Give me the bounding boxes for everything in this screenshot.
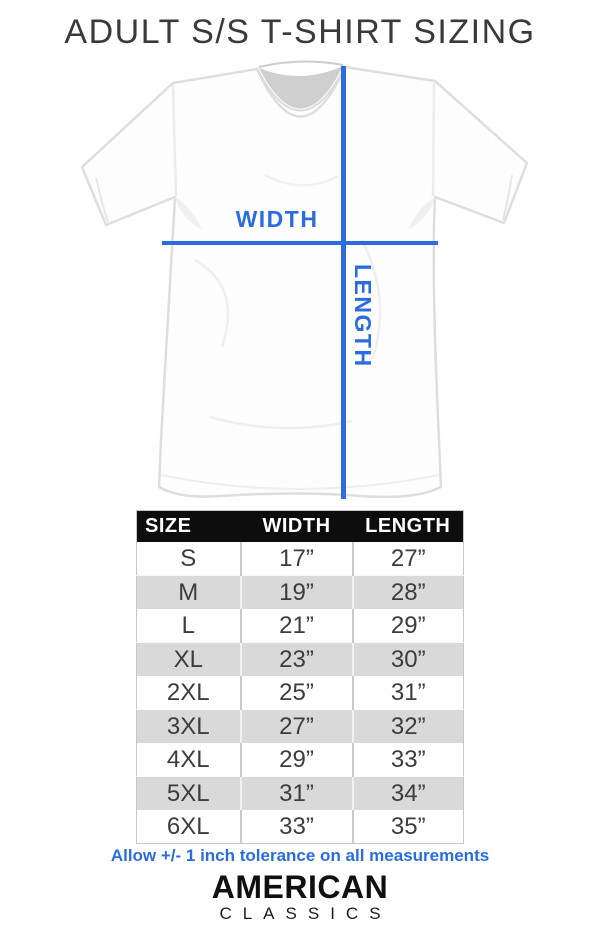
length-cell: 29” bbox=[351, 609, 464, 643]
length-measure-line bbox=[341, 66, 346, 499]
length-cell: 34” bbox=[351, 776, 464, 810]
table-row: 2XL 25” 31” bbox=[136, 676, 464, 710]
size-table-header: SIZE WIDTH LENGTH bbox=[136, 510, 464, 542]
width-cell: 27” bbox=[239, 709, 353, 743]
size-cell: 6XL bbox=[136, 810, 241, 844]
size-cell: S bbox=[136, 542, 241, 576]
length-cell: 28” bbox=[351, 575, 464, 609]
width-measure-line bbox=[162, 241, 438, 245]
table-row: 6XL 33” 35” bbox=[136, 810, 464, 844]
width-cell: 19” bbox=[239, 575, 353, 609]
width-cell: 25” bbox=[239, 676, 353, 710]
table-row: XL 23” 30” bbox=[136, 642, 464, 676]
tshirt-photo bbox=[80, 60, 529, 499]
size-chart-table: SIZE WIDTH LENGTH S 17” 27” M 19” 28” L 21” 29” X… bbox=[136, 510, 464, 844]
size-cell: 5XL bbox=[136, 776, 241, 810]
table-row: M 19” 28” bbox=[136, 575, 464, 609]
header-row: SIZE WIDTH LENGTH bbox=[136, 510, 464, 542]
width-column-header: WIDTH bbox=[240, 510, 353, 542]
brand-subname: CLASSICS bbox=[219, 904, 392, 923]
table-row: 4XL 29” 33” bbox=[136, 743, 464, 777]
tolerance-note: Allow +/- 1 inch tolerance on all measur… bbox=[110, 846, 490, 865]
size-cell: 2XL bbox=[136, 676, 241, 710]
width-cell: 33” bbox=[239, 810, 353, 844]
length-cell: 30” bbox=[351, 642, 464, 676]
length-cell: 33” bbox=[351, 743, 464, 777]
length-label: LENGTH bbox=[350, 264, 376, 368]
table-row: 5XL 31” 34” bbox=[136, 776, 464, 810]
size-column-header: SIZE bbox=[136, 510, 241, 542]
size-cell: XL bbox=[136, 642, 241, 676]
width-label: WIDTH bbox=[235, 206, 319, 232]
table-row: 3XL 27” 32” bbox=[136, 709, 464, 743]
brand-logo: AMERICAN CLASSICS bbox=[0, 871, 600, 922]
width-cell: 21” bbox=[239, 609, 353, 643]
size-cell: 3XL bbox=[136, 709, 241, 743]
width-cell: 23” bbox=[239, 642, 353, 676]
length-column-header: LENGTH bbox=[352, 510, 464, 542]
table-row: S 17” 27” bbox=[136, 542, 464, 576]
width-cell: 17” bbox=[239, 542, 353, 576]
table-row: L 21” 29” bbox=[136, 609, 464, 643]
size-cell: L bbox=[136, 609, 241, 643]
size-cell: M bbox=[136, 575, 241, 609]
tshirt-diagram: WIDTH LENGTH bbox=[60, 55, 540, 505]
size-cell: 4XL bbox=[136, 743, 241, 777]
width-cell: 31” bbox=[239, 776, 353, 810]
brand-name: AMERICAN bbox=[211, 869, 389, 905]
page-title: ADULT S/S T-SHIRT SIZING bbox=[64, 13, 536, 51]
length-cell: 35” bbox=[351, 810, 464, 844]
size-table-body: S 17” 27” M 19” 28” L 21” 29” XL 23” 30” 2XL 25” 31” 3X… bbox=[136, 542, 464, 844]
width-cell: 29” bbox=[239, 743, 353, 777]
length-cell: 32” bbox=[351, 709, 464, 743]
length-cell: 31” bbox=[351, 676, 464, 710]
length-cell: 27” bbox=[351, 542, 464, 576]
